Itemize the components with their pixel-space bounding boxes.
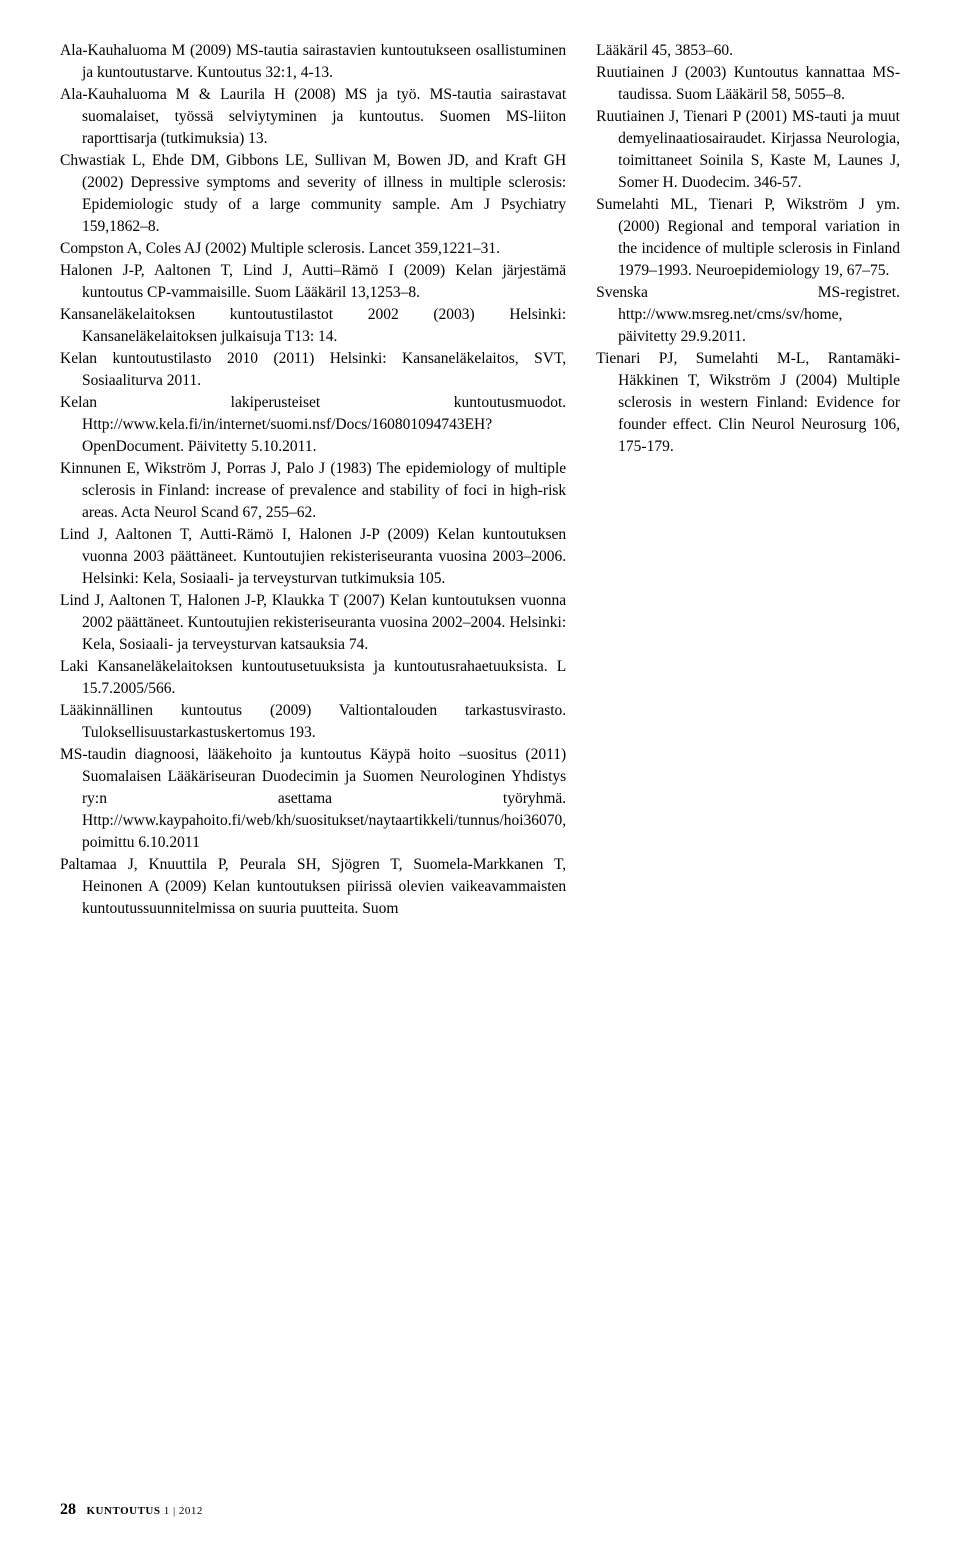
reference-entry: Ruutiainen J (2003) Kuntoutus kannattaa … — [596, 62, 900, 106]
right-column: Lääkäril 45, 3853–60.Ruutiainen J (2003)… — [596, 40, 900, 920]
footer-journal: KUNTOUTUS 1 | 2012 — [87, 1505, 203, 1517]
reference-entry: Ruutiainen J, Tienari P (2001) MS-tauti … — [596, 106, 900, 194]
journal-name: KUNTOUTUS — [87, 1505, 161, 1517]
reference-entry: Tienari PJ, Sumelahti M-L, Rantamäki-Häk… — [596, 348, 900, 458]
page-number: 28 — [60, 1501, 76, 1518]
reference-entry: Ala-Kauhaluoma M (2009) MS-tautia sairas… — [60, 40, 566, 84]
page-footer: 28 KUNTOUTUS 1 | 2012 — [60, 1501, 203, 1519]
reference-entry: Kansaneläkelaitoksen kuntoutustilastot 2… — [60, 304, 566, 348]
reference-entry: Kinnunen E, Wikström J, Porras J, Palo J… — [60, 458, 566, 524]
reference-entry: Sumelahti ML, Tienari P, Wikström J ym. … — [596, 194, 900, 282]
reference-entry: Halonen J-P, Aaltonen T, Lind J, Autti–R… — [60, 260, 566, 304]
reference-entry: Lääkinnällinen kuntoutus (2009) Valtiont… — [60, 700, 566, 744]
reference-entry: Lind J, Aaltonen T, Autti-Rämö I, Halone… — [60, 524, 566, 590]
reference-entry: Compston A, Coles AJ (2002) Multiple scl… — [60, 238, 566, 260]
reference-entry: Lääkäril 45, 3853–60. — [596, 40, 900, 62]
reference-entry: Chwastiak L, Ehde DM, Gibbons LE, Sulliv… — [60, 150, 566, 238]
reference-entry: Paltamaa J, Knuuttila P, Peurala SH, Sjö… — [60, 854, 566, 920]
reference-entry: Ala-Kauhaluoma M & Laurila H (2008) MS j… — [60, 84, 566, 150]
reference-entry: Laki Kansaneläkelaitoksen kuntoutusetuuk… — [60, 656, 566, 700]
reference-entry: Kelan kuntoutustilasto 2010 (2011) Helsi… — [60, 348, 566, 392]
reference-columns: Ala-Kauhaluoma M (2009) MS-tautia sairas… — [60, 40, 900, 920]
reference-entry: Svenska MS-registret. http://www.msreg.n… — [596, 282, 900, 348]
reference-entry: Lind J, Aaltonen T, Halonen J-P, Klaukka… — [60, 590, 566, 656]
left-column: Ala-Kauhaluoma M (2009) MS-tautia sairas… — [60, 40, 566, 920]
journal-issue: 1 | 2012 — [164, 1505, 203, 1517]
reference-entry: MS-taudin diagnoosi, lääkehoito ja kunto… — [60, 744, 566, 854]
reference-entry: Kelan lakiperusteiset kuntoutusmuodot. H… — [60, 392, 566, 458]
